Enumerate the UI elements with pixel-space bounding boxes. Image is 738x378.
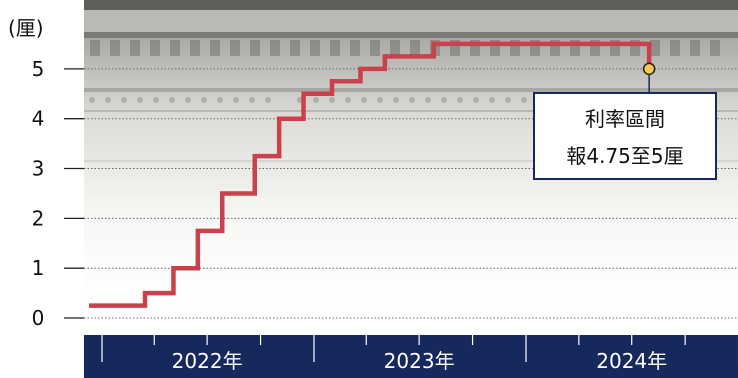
x-axis: 2022年 2023年 2024年 xyxy=(101,335,738,373)
x-tick-label: 2022年 xyxy=(172,349,243,373)
y-tick-label: 5 xyxy=(32,57,45,81)
x-axis-band xyxy=(84,335,738,378)
x-tick-label: 2024年 xyxy=(596,349,667,373)
y-tick-label: 1 xyxy=(32,256,45,280)
current-rate-marker xyxy=(642,62,656,76)
annotation-line2: 報4.75至5厘 xyxy=(566,144,683,168)
y-tick-label: 4 xyxy=(32,107,45,131)
annotation: 利率區間 報4.75至5厘 xyxy=(533,73,717,180)
y-tick-label: 3 xyxy=(32,157,45,181)
y-tick-label: 0 xyxy=(32,306,45,330)
x-tick-label: 2023年 xyxy=(384,349,455,373)
y-axis: 0 1 2 3 4 5 xyxy=(32,57,84,330)
series xyxy=(89,41,652,308)
annotation-box xyxy=(533,92,717,180)
rate-step-line xyxy=(89,41,652,308)
y-axis-title: (厘) xyxy=(8,16,44,40)
y-tick-label: 2 xyxy=(32,206,45,230)
annotation-line1: 利率區間 xyxy=(585,107,665,131)
